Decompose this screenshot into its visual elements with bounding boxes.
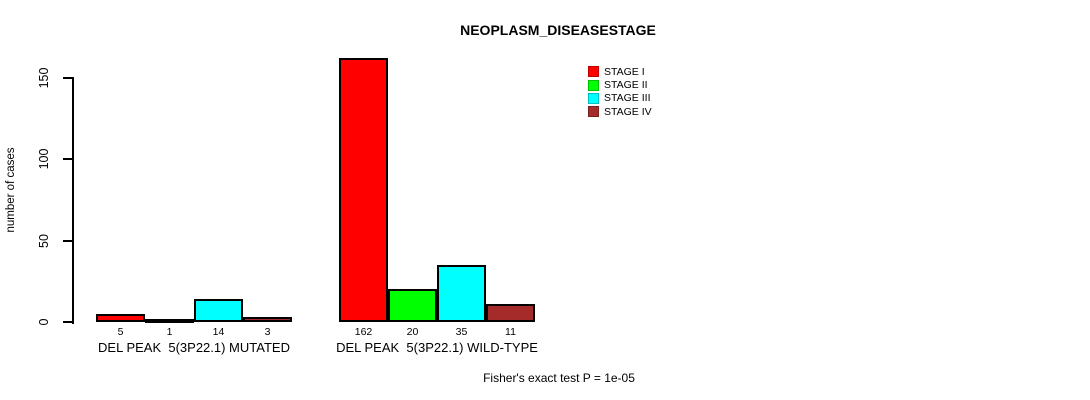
bar — [486, 304, 535, 322]
bar — [339, 58, 388, 322]
legend-swatch-stage-ii — [588, 79, 599, 91]
y-axis-label: number of cases — [5, 147, 17, 233]
legend-swatch-stage-iii — [588, 92, 599, 104]
chart-title: NEOPLASM_DISEASESTAGE — [460, 22, 656, 38]
bar-value-label: 20 — [406, 326, 419, 338]
legend-swatch-stage-i — [588, 66, 599, 78]
group-label-mutated: DEL PEAK 5(3P22.1) MUTATED — [98, 340, 290, 355]
legend-row-stage-i: STAGE I — [588, 65, 652, 78]
legend: STAGE I STAGE II STAGE III STAGE IV — [588, 65, 652, 119]
y-tick — [63, 158, 72, 161]
legend-row-stage-ii: STAGE II — [588, 78, 652, 91]
y-tick — [63, 76, 72, 79]
y-tick-label: 0 — [37, 318, 51, 326]
y-tick — [63, 321, 72, 323]
bar-value-label: 3 — [264, 326, 271, 338]
legend-row-stage-iii: STAGE III — [588, 92, 652, 105]
legend-swatch-stage-iv — [588, 106, 599, 118]
bar-value-label: 14 — [212, 326, 225, 338]
y-tick-label: 50 — [37, 233, 51, 248]
bar — [145, 319, 194, 323]
bar-value-label: 5 — [117, 326, 124, 338]
bar — [243, 317, 292, 322]
y-tick-label: 150 — [37, 67, 51, 89]
legend-row-stage-iv: STAGE IV — [588, 105, 652, 118]
bar-value-label: 11 — [505, 326, 516, 338]
legend-label-stage-ii: STAGE II — [604, 79, 648, 92]
bar — [437, 265, 486, 322]
y-axis-line — [72, 77, 74, 324]
group-label-wild-type: DEL PEAK 5(3P22.1) WILD-TYPE — [336, 340, 538, 355]
bar-value-label: 162 — [354, 326, 373, 338]
bar — [96, 313, 145, 322]
bar-value-label: 35 — [455, 326, 468, 338]
bar-value-label: 1 — [166, 326, 173, 338]
legend-label-stage-iv: STAGE IV — [604, 105, 652, 118]
y-tick-label: 100 — [37, 148, 51, 170]
legend-label-stage-i: STAGE I — [604, 65, 645, 78]
legend-label-stage-iii: STAGE III — [604, 92, 651, 105]
annotation-text: Fisher's exact test P = 1e-05 — [483, 371, 635, 385]
bar — [388, 289, 437, 322]
y-tick — [63, 239, 72, 242]
bar — [194, 299, 243, 322]
